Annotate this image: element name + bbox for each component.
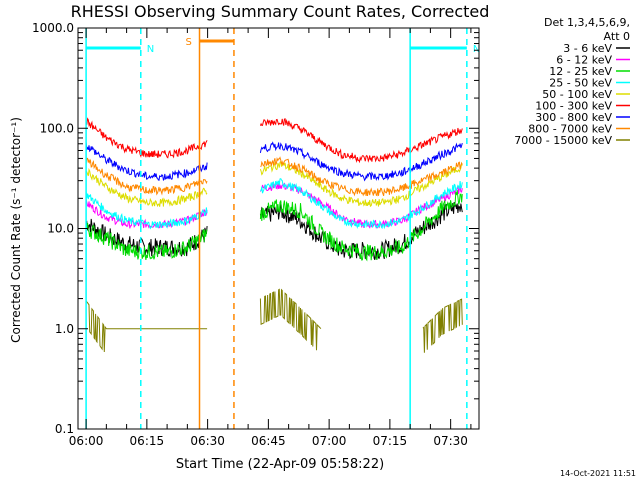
chart-title: RHESSI Observing Summary Count Rates, Co… (71, 2, 490, 21)
footer-timestamp: 14-Oct-2021 11:51 (560, 469, 636, 478)
legend-label: 6 - 12 keV (556, 54, 612, 67)
legend-label: 300 - 800 keV (535, 111, 612, 124)
x-tick-label: 06:00 (69, 434, 104, 448)
series-line-5 (85, 117, 463, 164)
y-tick-label: 1.0 (55, 322, 74, 336)
legend-label: 12 - 25 keV (549, 65, 612, 78)
y-axis-label: Corrected Count Rate (s⁻¹ detector⁻¹) (9, 117, 23, 343)
y-tick-label: 0.1 (55, 422, 74, 436)
x-tick-label: 07:15 (373, 434, 408, 448)
x-tick-label: 06:15 (130, 434, 165, 448)
x-tick-label: 06:30 (190, 434, 225, 448)
x-axis-label: Start Time (22-Apr-09 05:58:22) (176, 457, 384, 472)
mode-label: N (147, 44, 154, 55)
legend-label: 7000 - 15000 keV (514, 134, 612, 147)
y-tick-label: 10.0 (47, 222, 74, 236)
legend-label: 25 - 50 keV (549, 77, 612, 90)
mode-label: S (186, 37, 192, 48)
series-line-6 (85, 141, 463, 182)
legend-label: 50 - 100 keV (542, 88, 612, 101)
y-tick-label: 100.0 (40, 121, 74, 135)
legend-label: 3 - 6 keV (563, 42, 612, 55)
legend-label: 100 - 300 keV (535, 100, 612, 113)
mode-label: N (473, 44, 480, 55)
x-tick-label: 06:45 (251, 434, 286, 448)
series-line-8 (85, 288, 463, 353)
legend-label: 800 - 7000 keV (528, 123, 612, 136)
x-tick-label: 07:30 (433, 434, 468, 448)
legend-header-line1: Det 1,3,4,5,6,9, (544, 16, 630, 29)
series-line-3 (85, 178, 463, 230)
legend-header-line2: Att 0 (604, 30, 630, 43)
series-line-7 (85, 156, 463, 197)
series-line-2 (85, 190, 463, 262)
y-tick-label: 1000.0 (32, 21, 74, 35)
x-tick-label: 07:00 (312, 434, 347, 448)
